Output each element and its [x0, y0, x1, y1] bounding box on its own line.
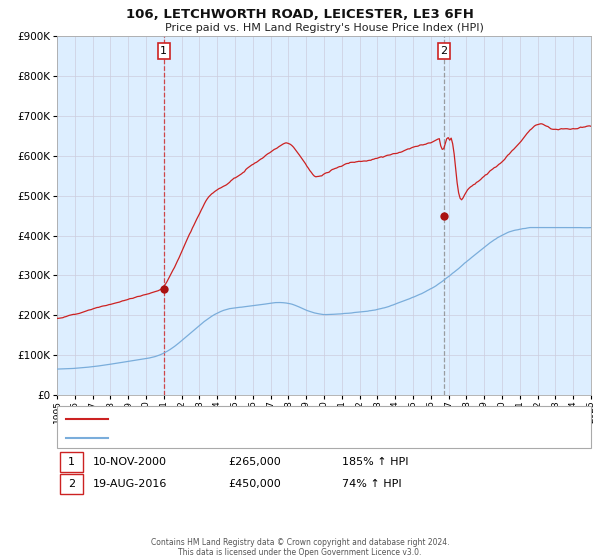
Text: 106, LETCHWORTH ROAD, LEICESTER, LE3 6FH: 106, LETCHWORTH ROAD, LEICESTER, LE3 6FH — [126, 8, 474, 21]
Text: 1: 1 — [68, 457, 75, 467]
Text: 106, LETCHWORTH ROAD, LEICESTER, LE3 6FH (detached house): 106, LETCHWORTH ROAD, LEICESTER, LE3 6FH… — [114, 414, 432, 423]
Text: 19-AUG-2016: 19-AUG-2016 — [93, 479, 167, 489]
Text: 1: 1 — [160, 46, 167, 56]
Text: Contains HM Land Registry data © Crown copyright and database right 2024.
This d: Contains HM Land Registry data © Crown c… — [151, 538, 449, 557]
Text: 2: 2 — [440, 46, 448, 56]
Text: 2: 2 — [68, 479, 75, 489]
Text: 10-NOV-2000: 10-NOV-2000 — [93, 457, 167, 467]
Text: £450,000: £450,000 — [228, 479, 281, 489]
Text: £265,000: £265,000 — [228, 457, 281, 467]
Title: Price paid vs. HM Land Registry's House Price Index (HPI): Price paid vs. HM Land Registry's House … — [164, 23, 484, 33]
Text: HPI: Average price, detached house, Leicester: HPI: Average price, detached house, Leic… — [114, 432, 340, 442]
Text: 74% ↑ HPI: 74% ↑ HPI — [342, 479, 401, 489]
Text: 185% ↑ HPI: 185% ↑ HPI — [342, 457, 409, 467]
